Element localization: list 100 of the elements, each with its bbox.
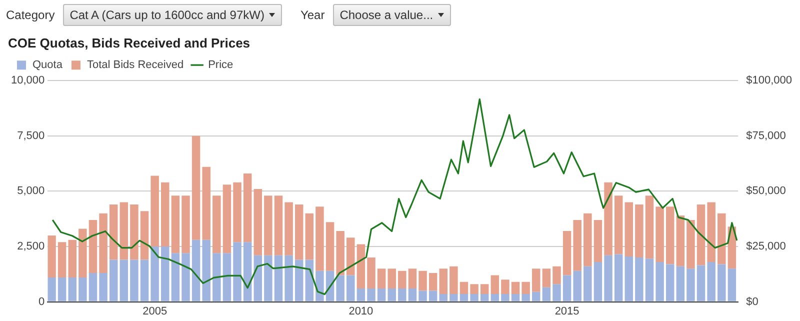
bar — [686, 220, 695, 269]
bar — [305, 213, 314, 260]
bar — [192, 240, 200, 302]
x-tick-label: 2005 — [142, 305, 168, 318]
bar — [584, 213, 592, 266]
legend-label: Total Bids Received — [86, 59, 184, 72]
bar — [58, 242, 66, 278]
bar — [120, 260, 128, 302]
bar — [408, 268, 417, 289]
bar — [316, 270, 324, 302]
bar — [305, 260, 314, 302]
bar — [388, 268, 396, 289]
bar — [584, 266, 592, 302]
bar — [264, 255, 272, 302]
bar — [367, 288, 376, 302]
bar — [212, 196, 221, 254]
year-dropdown: Choose a value... — [332, 4, 452, 26]
y-tick-label: 0 — [38, 296, 45, 308]
bar — [48, 235, 56, 278]
bar — [573, 220, 582, 271]
bar — [624, 202, 634, 256]
bar — [594, 220, 602, 262]
bar — [388, 288, 396, 302]
bar — [490, 275, 500, 294]
y2-tick-label: $100,000 — [746, 74, 792, 87]
bar — [501, 294, 510, 302]
bar — [212, 253, 221, 302]
bar — [171, 253, 180, 302]
bar — [418, 270, 427, 291]
bar — [377, 268, 386, 289]
x-tick-label: 2015 — [554, 305, 580, 318]
bar — [552, 284, 561, 302]
bar — [356, 288, 366, 302]
bar — [645, 258, 654, 302]
bar — [120, 202, 128, 260]
bar — [460, 294, 468, 302]
bar — [635, 258, 644, 302]
bar — [522, 282, 530, 294]
bar — [99, 273, 108, 302]
bar — [336, 231, 344, 276]
y2-tick-label: $50,000 — [746, 185, 786, 198]
bar — [58, 277, 66, 302]
bar — [130, 204, 138, 260]
bar — [696, 265, 706, 302]
bar — [450, 294, 458, 302]
bar — [222, 253, 232, 302]
bar — [109, 260, 118, 302]
bar — [460, 282, 468, 294]
bar — [718, 213, 726, 264]
bar — [150, 176, 159, 246]
bar — [346, 275, 355, 302]
bar — [68, 277, 76, 302]
bar — [316, 206, 324, 271]
bar — [222, 184, 232, 254]
bar — [346, 238, 355, 276]
bar — [336, 275, 344, 302]
bar — [666, 206, 674, 264]
bar — [182, 196, 190, 254]
bar — [274, 196, 283, 256]
bar — [48, 277, 56, 302]
bar — [604, 182, 612, 256]
bar — [532, 268, 540, 292]
bar — [109, 204, 118, 260]
bar — [192, 136, 200, 240]
bar — [233, 182, 242, 242]
bar — [130, 260, 138, 302]
bar — [522, 294, 530, 302]
bar — [243, 174, 252, 242]
bar — [398, 288, 406, 302]
bar — [284, 202, 293, 256]
bar — [254, 188, 262, 256]
bar — [428, 273, 438, 291]
bar — [428, 290, 438, 302]
legend-label: Quota — [32, 59, 64, 72]
bar — [294, 260, 304, 302]
bar — [511, 294, 520, 302]
y-tick-label: 2,500 — [17, 240, 45, 253]
bar — [552, 266, 561, 284]
y2-tick-label: $75,000 — [746, 130, 786, 142]
bar — [501, 280, 510, 294]
bar — [88, 273, 98, 302]
y-tick-label: 7,500 — [17, 130, 45, 142]
bar — [718, 264, 726, 302]
bar — [377, 288, 386, 302]
bar — [243, 242, 252, 302]
bar — [88, 220, 98, 274]
bar — [480, 284, 489, 294]
bar — [171, 196, 180, 254]
text: Year — [300, 8, 325, 22]
bar — [78, 277, 87, 302]
bar — [274, 255, 283, 302]
y-tick-label: 10,000 — [10, 74, 45, 87]
bar — [666, 264, 674, 302]
bar — [367, 258, 376, 289]
bar — [614, 254, 623, 302]
bar — [676, 216, 685, 266]
text: Category — [6, 8, 55, 22]
bar — [624, 256, 634, 302]
bar — [562, 275, 572, 302]
bar — [140, 260, 149, 302]
